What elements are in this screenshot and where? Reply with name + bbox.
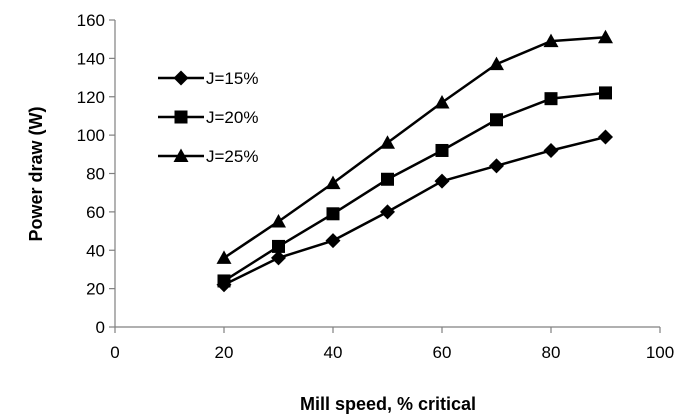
legend: J=15% J=20% J=25%	[158, 69, 258, 166]
data-point	[598, 129, 613, 145]
legend-entry: J=15%	[158, 69, 258, 88]
data-point	[381, 172, 394, 186]
data-point	[543, 33, 559, 48]
legend-label: J=20%	[206, 108, 258, 127]
data-point	[271, 250, 286, 266]
legend-label: J=15%	[206, 69, 258, 88]
series-square	[217, 86, 612, 288]
data-point	[380, 204, 395, 220]
data-point	[598, 29, 613, 44]
legend-label: J=25%	[206, 147, 258, 166]
data-point	[325, 233, 341, 249]
series-triangle	[216, 29, 613, 264]
data-point	[489, 158, 504, 174]
x-tick-label: 100	[646, 343, 674, 362]
series-diamond	[216, 129, 613, 293]
data-point	[434, 95, 450, 109]
x-tick-label: 0	[110, 343, 119, 362]
x-tick-label: 20	[215, 343, 234, 362]
series-line	[223, 135, 606, 286]
series-group	[216, 29, 613, 293]
y-tick-label: 120	[77, 88, 105, 107]
series-line	[223, 91, 606, 283]
tick-labels: 0 20 40 60 80 100 120 140 160 0 20 40 60 80 100	[77, 11, 675, 362]
data-point	[490, 113, 503, 127]
y-tick-label: 100	[77, 126, 105, 145]
y-tick-label: 160	[77, 11, 105, 30]
legend-entry: J=20%	[158, 108, 258, 127]
y-tick-label: 0	[96, 318, 105, 337]
data-point	[434, 173, 450, 189]
data-point	[599, 86, 612, 100]
y-tick-label: 20	[86, 280, 105, 299]
y-axis-title: Power draw (W)	[26, 106, 46, 241]
data-point	[380, 135, 395, 149]
legend-marker	[173, 148, 189, 162]
x-tick-label: 60	[433, 343, 452, 362]
y-tick-label: 140	[77, 49, 105, 68]
data-point	[325, 175, 341, 190]
data-point	[216, 250, 232, 264]
legend-marker	[173, 70, 189, 86]
data-point	[489, 56, 504, 71]
x-axis-title: Mill speed, % critical	[300, 394, 476, 414]
y-tick-label: 60	[86, 203, 105, 222]
data-point	[544, 92, 558, 106]
data-point	[543, 142, 559, 158]
data-point	[435, 143, 449, 157]
legend-entry: J=25%	[158, 147, 258, 166]
data-point	[217, 274, 231, 288]
y-tick-label: 80	[86, 165, 105, 184]
axes	[109, 19, 661, 333]
x-tick-label: 80	[542, 343, 561, 362]
data-point	[271, 213, 286, 228]
x-tick-label: 40	[324, 343, 343, 362]
legend-marker	[174, 110, 188, 124]
data-point	[326, 207, 340, 221]
y-tick-label: 40	[86, 241, 105, 260]
data-point	[272, 239, 285, 253]
series-line	[223, 36, 606, 259]
